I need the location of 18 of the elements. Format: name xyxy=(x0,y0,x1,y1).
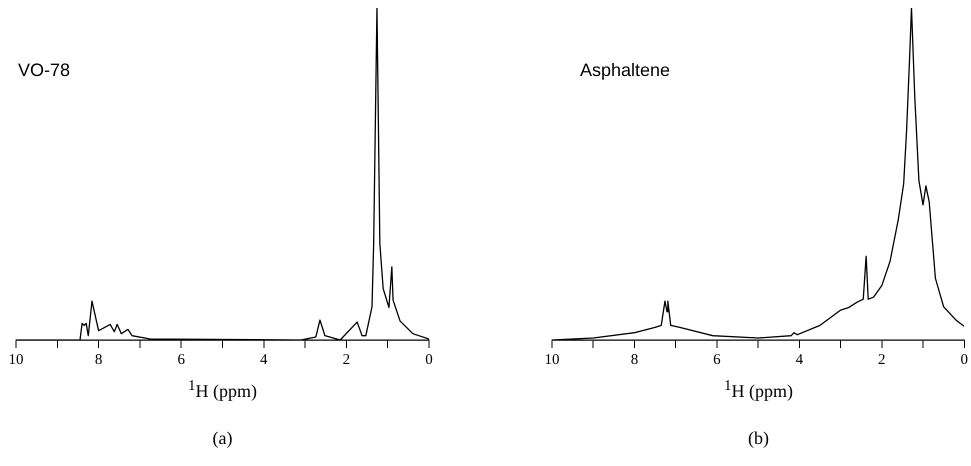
x-tick-label: 0 xyxy=(960,352,968,368)
x-tick-label: 10 xyxy=(8,352,24,368)
x-axis-title: $^{1}$H (ppm) xyxy=(187,378,258,402)
annotation: VO-78 xyxy=(18,60,70,81)
x-tick-label: 2 xyxy=(342,352,350,368)
x-tick-label: 6 xyxy=(177,352,186,368)
x-axis-title: $^{1}$H (ppm) xyxy=(723,378,794,402)
x-tick-label: 10 xyxy=(544,352,560,368)
x-tick-label: 8 xyxy=(630,352,638,368)
x-tick-label: 2 xyxy=(878,352,886,368)
x-tick-label: 8 xyxy=(94,352,102,368)
annotation: Asphaltene xyxy=(580,60,670,81)
x-tick-label: 0 xyxy=(425,352,433,368)
x-tick-label: 6 xyxy=(713,352,722,368)
x-tick-label: 4 xyxy=(260,352,268,368)
x-tick-label: 4 xyxy=(796,352,804,368)
text: (a) xyxy=(212,428,234,449)
text: (b) xyxy=(747,428,770,449)
